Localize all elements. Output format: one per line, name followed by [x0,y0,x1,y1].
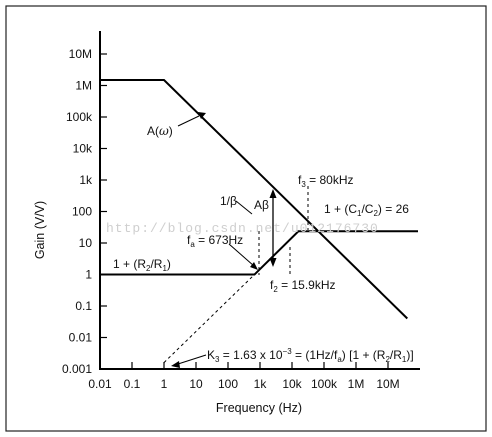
y-tick-label: 0.1 [75,299,92,313]
label-one-over-beta: 1/β [220,194,237,208]
label-r-ratio: 1 + (R2/R1) [113,257,171,273]
k3-pointer-head [171,361,180,368]
one-beta-pointer [235,200,253,215]
y-tick-label: 1 [85,268,92,282]
a-omega-pointer-head [198,112,206,119]
y-tick-label: 1k [79,173,93,187]
label-fa: fa = 673Hz [187,233,243,249]
watermark: http://blog.csdn.net/u012176730 [106,221,379,236]
y-ticks: 0.001 0.01 0.1 1 10 100 1k 10k 100k 1M 10M [62,47,107,376]
x-ticks: 0.01 0.1 1 10 100 1k 10k 100k 1M 10M [88,362,400,391]
fa-pointer-head [250,262,258,270]
x-tick-label: 10 [189,377,203,391]
label-k3: K3 = 1.63 x 10−3 = (1Hz/fa) [1 + (R2/R1)… [207,347,414,364]
a-beta-arrow-head-top [269,189,277,198]
fa-pointer [228,243,255,267]
y-tick-label: 0.01 [69,331,93,345]
x-tick-label: 1M [348,377,365,391]
label-f3: f3 = 80kHz [298,173,354,189]
x-tick-label: 1 [161,377,168,391]
label-c-ratio: 1 + (C1/C2) = 26 [324,202,409,218]
x-tick-label: 100k [311,377,338,391]
x-tick-label: 100 [218,377,238,391]
figure-frame [5,5,487,432]
y-tick-label: 10M [69,47,92,61]
noise-gain-line [100,230,418,276]
y-tick-label: 10k [73,142,93,156]
a-omega-pointer [177,115,200,127]
x-axis-label: Frequency (Hz) [216,401,302,415]
x-tick-label: 10M [376,377,399,391]
label-a-beta: Aβ [254,198,269,212]
x-tick-label: 0.1 [124,377,141,391]
label-f2: f2 = 15.9kHz [270,278,336,294]
x-tick-label: 0.01 [88,377,112,391]
y-tick-label: 1M [75,79,92,93]
y-tick-label: 0.001 [62,362,92,376]
y-tick-label: 100k [66,110,93,124]
label-a-omega: A(ω) [147,124,173,138]
a-beta-arrow-head-bottom [269,258,277,267]
k3-pointer [177,354,207,365]
x-tick-label: 10k [282,377,302,391]
open-loop-gain-line [100,79,409,320]
series-layer [100,79,418,363]
y-tick-label: 100 [72,205,92,219]
y-axis-label: Gain (V/V) [33,201,47,259]
y-tick-label: 10 [79,236,93,250]
x-tick-label: 1k [254,377,268,391]
